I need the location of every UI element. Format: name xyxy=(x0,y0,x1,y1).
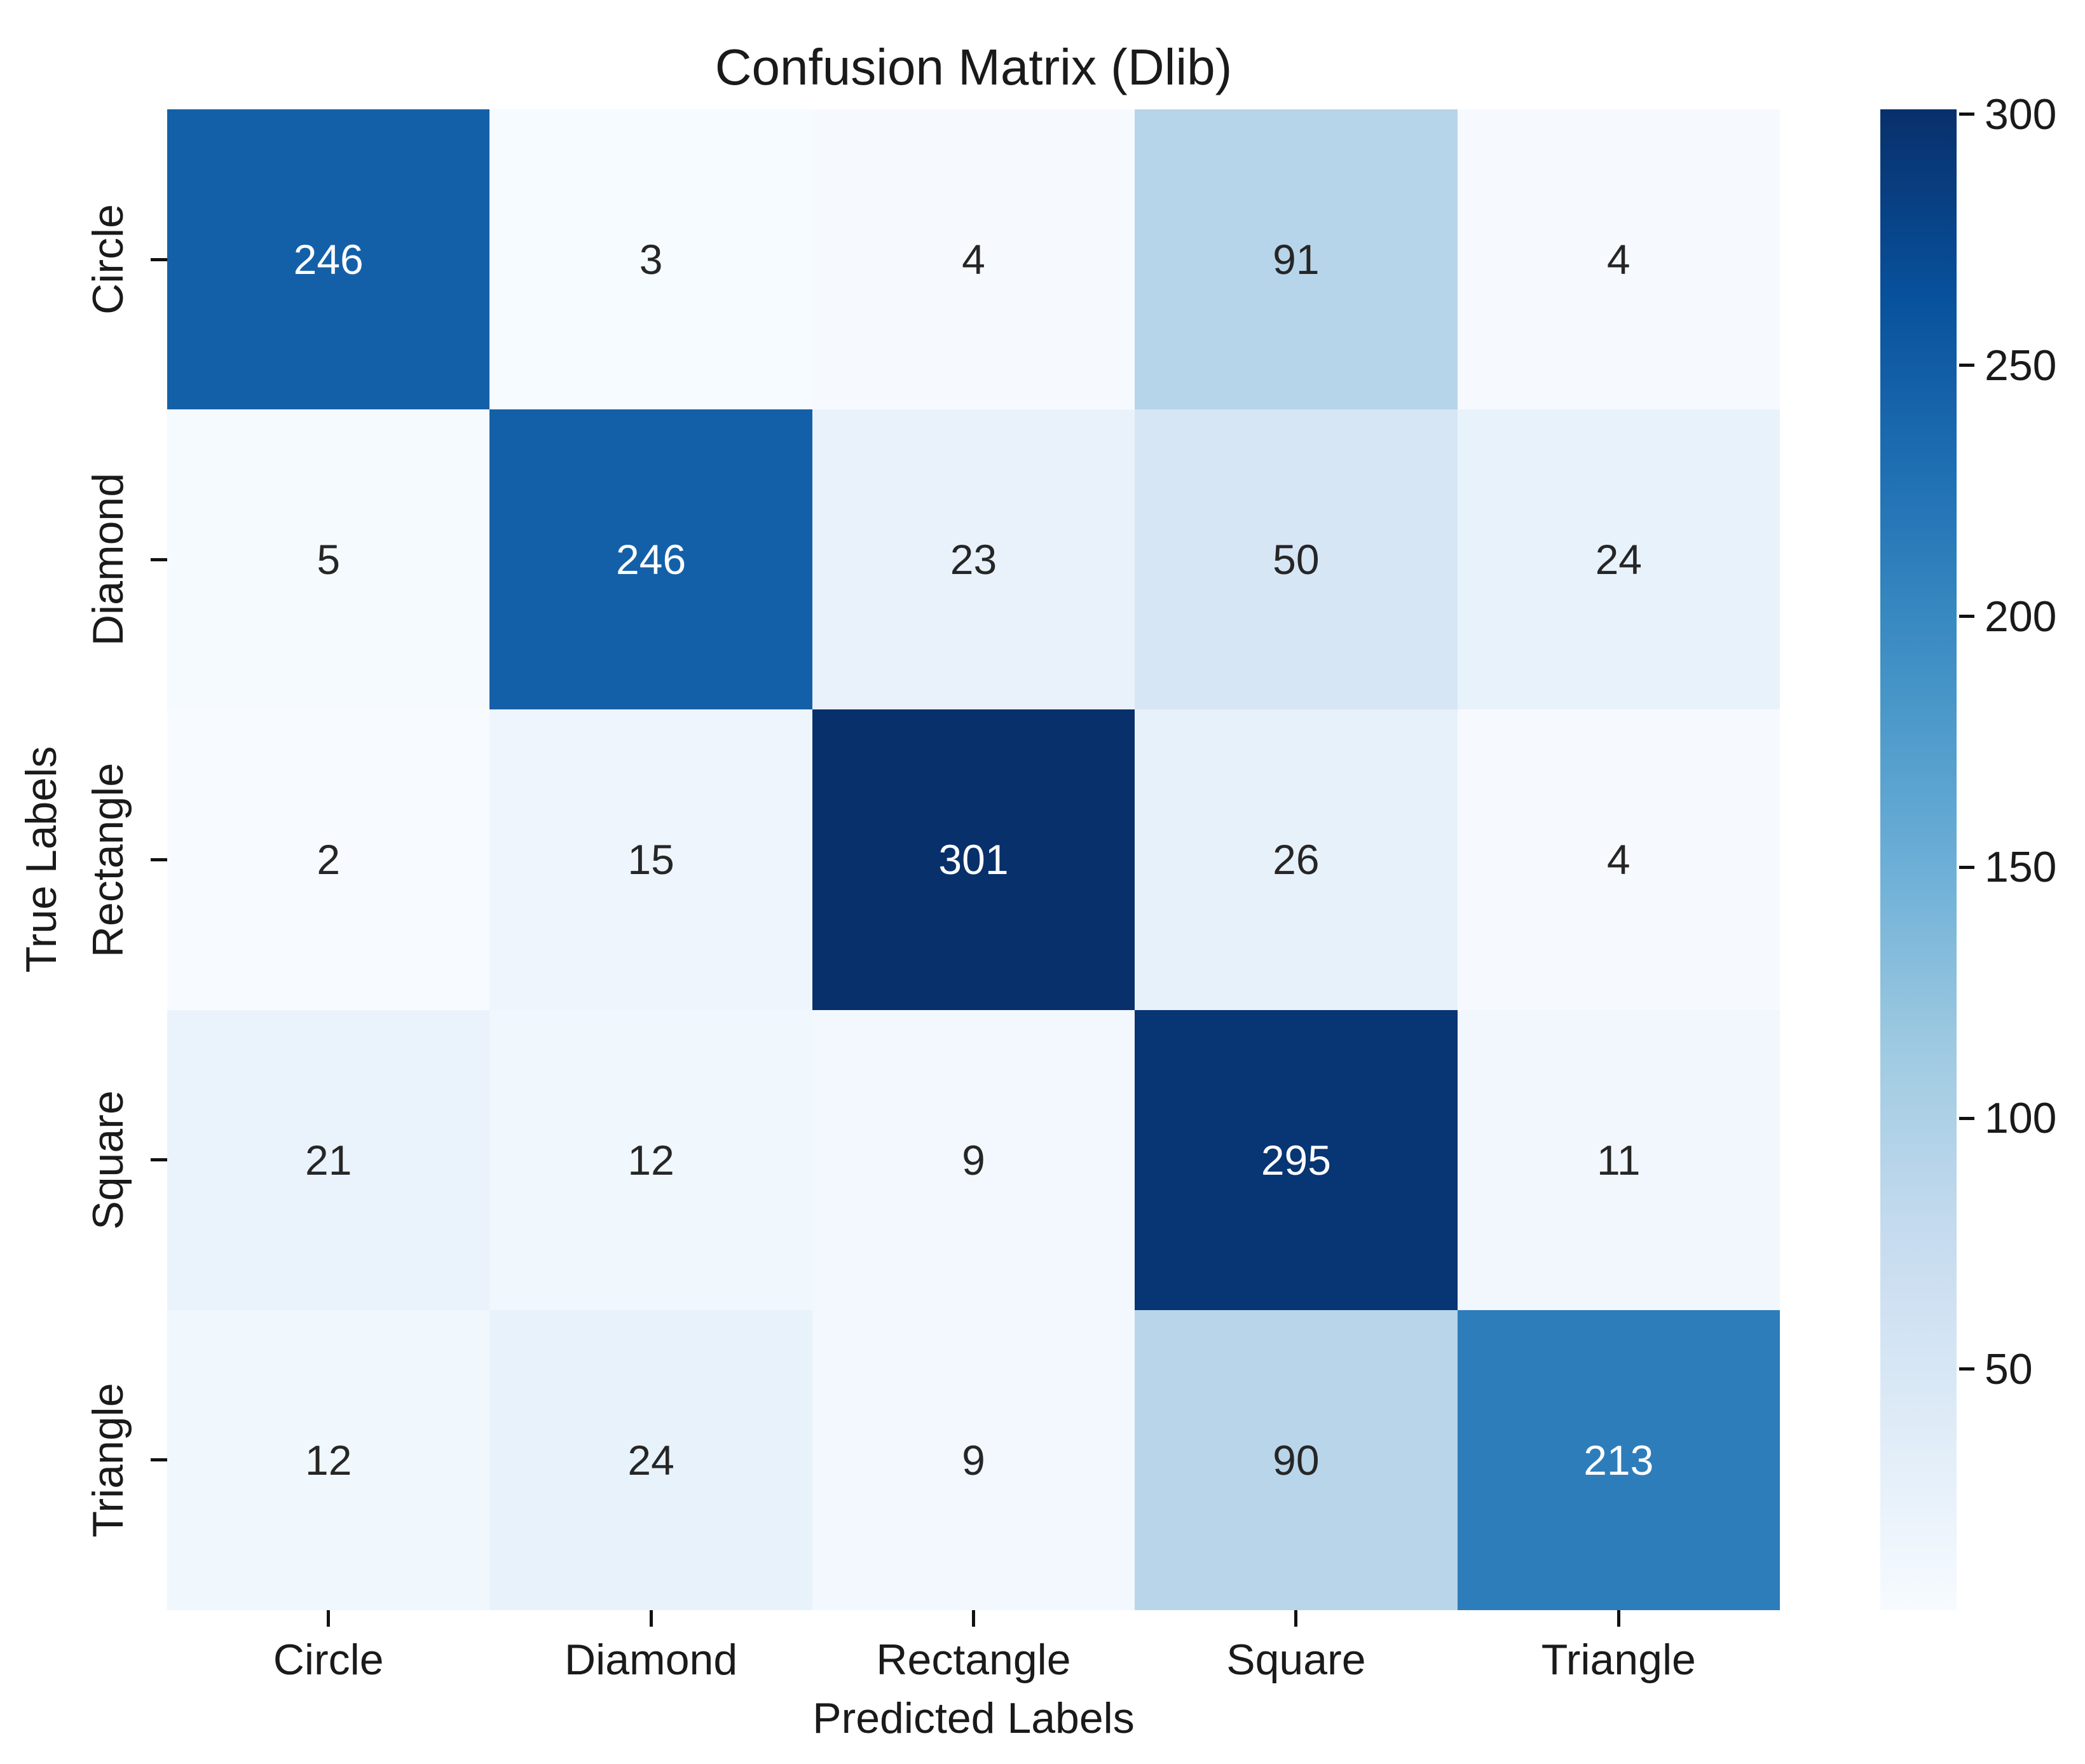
y-axis-title: True Labels xyxy=(17,746,65,973)
tick-mark xyxy=(1959,364,1974,367)
heatmap-cell: 9 xyxy=(812,1309,1135,1610)
cell-value: 12 xyxy=(304,1436,352,1484)
y-tick-label: Circle xyxy=(84,204,132,315)
tick-mark xyxy=(649,1610,653,1627)
colorbar xyxy=(1880,109,1957,1610)
heatmap-cell: 9 xyxy=(812,1009,1135,1310)
heatmap-cell: 213 xyxy=(1457,1309,1780,1610)
tick-mark xyxy=(151,1458,167,1462)
tick-mark xyxy=(1959,113,1974,116)
tick-mark xyxy=(1959,865,1974,869)
heatmap-cell: 4 xyxy=(1457,109,1780,410)
heatmap-cell: 15 xyxy=(489,709,812,1010)
cell-value: 246 xyxy=(616,536,687,584)
x-tick-label: Rectangle xyxy=(876,1636,1071,1684)
heatmap-cell: 4 xyxy=(1457,709,1780,1010)
x-tick-label: Diamond xyxy=(564,1636,738,1684)
cell-value: 3 xyxy=(639,236,663,284)
heatmap-cell: 246 xyxy=(167,109,490,410)
cell-value: 213 xyxy=(1583,1436,1654,1484)
cell-value: 295 xyxy=(1261,1136,1331,1184)
colorbar-tick-label: 100 xyxy=(1985,1094,2057,1143)
heatmap-cell: 24 xyxy=(489,1309,812,1610)
cell-value: 246 xyxy=(293,236,364,284)
heatmap-cell: 12 xyxy=(167,1309,490,1610)
colorbar-tick-label: 250 xyxy=(1985,341,2057,390)
heatmap-cell: 301 xyxy=(812,709,1135,1010)
cell-value: 24 xyxy=(627,1436,674,1484)
heatmap-cell: 12 xyxy=(489,1009,812,1310)
tick-mark xyxy=(1959,1116,1974,1120)
y-tick-label: Rectangle xyxy=(84,762,132,957)
tick-mark xyxy=(1294,1610,1298,1627)
tick-mark xyxy=(972,1610,975,1627)
cell-value: 26 xyxy=(1273,836,1320,884)
cell-value: 4 xyxy=(962,236,985,284)
cell-value: 4 xyxy=(1606,236,1630,284)
heatmap-cell: 11 xyxy=(1457,1009,1780,1310)
cell-value: 21 xyxy=(304,1136,352,1184)
cell-value: 12 xyxy=(627,1136,674,1184)
y-tick-label: Diamond xyxy=(84,473,132,646)
x-tick-label: Square xyxy=(1226,1636,1366,1684)
tick-mark xyxy=(151,257,167,261)
heatmap-cell: 21 xyxy=(167,1009,490,1310)
tick-mark xyxy=(151,1158,167,1162)
x-tick-label: Triangle xyxy=(1541,1636,1696,1684)
colorbar-tick-label: 150 xyxy=(1985,843,2057,892)
heatmap-cell: 50 xyxy=(1135,409,1458,710)
cell-value: 301 xyxy=(938,836,1009,884)
heatmap-cell: 3 xyxy=(489,109,812,410)
cell-value: 2 xyxy=(317,836,341,884)
tick-mark xyxy=(1617,1610,1620,1627)
chart-title: Confusion Matrix (Dlib) xyxy=(714,39,1233,95)
cell-value: 24 xyxy=(1595,536,1642,584)
cell-value: 15 xyxy=(627,836,674,884)
cell-value: 11 xyxy=(1597,1136,1641,1184)
x-axis-title: Predicted Labels xyxy=(812,1694,1135,1742)
cell-value: 50 xyxy=(1273,536,1320,584)
tick-mark xyxy=(327,1610,331,1627)
tick-mark xyxy=(1959,615,1974,619)
cell-value: 23 xyxy=(950,536,997,584)
heatmap-cell: 26 xyxy=(1135,709,1458,1010)
y-tick-label: Square xyxy=(84,1090,132,1230)
tick-mark xyxy=(151,858,167,861)
cell-value: 5 xyxy=(317,536,341,584)
heatmap-cell: 23 xyxy=(812,409,1135,710)
tick-mark xyxy=(1959,1367,1974,1371)
heatmap-cell: 91 xyxy=(1135,109,1458,410)
colorbar-tick-label: 50 xyxy=(1985,1344,2033,1393)
cell-value: 9 xyxy=(962,1436,985,1484)
cell-value: 91 xyxy=(1273,236,1320,284)
heatmap-cell: 24 xyxy=(1457,409,1780,710)
heatmap-grid: 246 3 4 91 4 5 246 23 50 24 2 15 301 26 4 21 12 9 295 11 12 2… xyxy=(167,109,1780,1610)
cell-value: 90 xyxy=(1273,1436,1320,1484)
heatmap-cell: 4 xyxy=(812,109,1135,410)
colorbar-tick-label: 300 xyxy=(1985,90,2057,139)
x-tick-label: Circle xyxy=(273,1636,384,1684)
cell-value: 9 xyxy=(962,1136,985,1184)
tick-mark xyxy=(151,557,167,561)
heatmap-cell: 2 xyxy=(167,709,490,1010)
cell-value: 4 xyxy=(1606,836,1630,884)
y-tick-label: Triangle xyxy=(84,1383,132,1538)
colorbar-tick-label: 200 xyxy=(1985,592,2057,641)
heatmap-cell: 246 xyxy=(489,409,812,710)
heatmap-cell: 5 xyxy=(167,409,490,710)
heatmap-cell: 90 xyxy=(1135,1309,1458,1610)
heatmap-cell: 295 xyxy=(1135,1009,1458,1310)
